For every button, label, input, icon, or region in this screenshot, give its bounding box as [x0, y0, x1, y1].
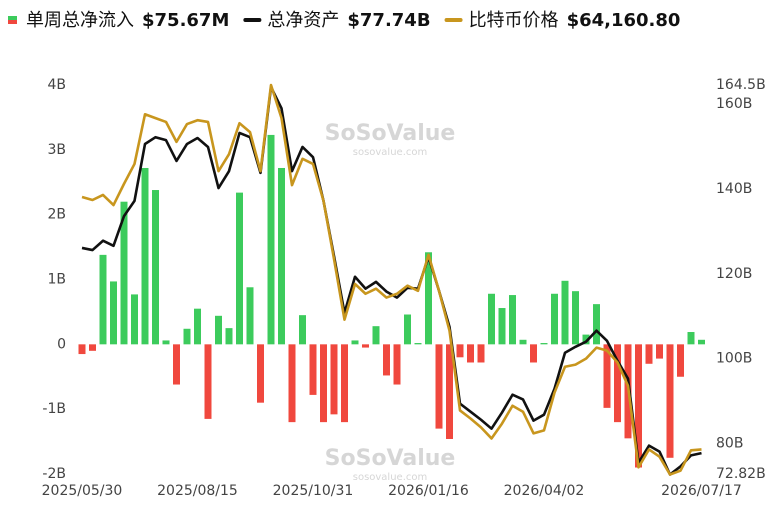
- bar: [498, 308, 506, 345]
- bar: [666, 344, 674, 458]
- bar: [582, 334, 590, 345]
- bar: [530, 344, 537, 363]
- bar: [288, 344, 296, 423]
- y2-tick-label: 120B: [716, 266, 752, 282]
- bar: [320, 344, 327, 423]
- y2-tick-label: 72.82B: [716, 466, 766, 482]
- bar: [614, 344, 621, 423]
- bar: [110, 281, 117, 345]
- bar: [246, 287, 254, 345]
- bar: [540, 343, 548, 345]
- bar: [698, 339, 705, 345]
- bar: [645, 344, 653, 364]
- x-tick-label: 2025/08/15: [157, 483, 238, 499]
- x-tick-label: 2025/05/30: [42, 483, 123, 499]
- line: [81, 83, 702, 476]
- bar: [278, 167, 285, 345]
- bar: [425, 252, 432, 345]
- watermark: SoSoValue: [325, 121, 456, 146]
- bar: [225, 328, 233, 345]
- y-tick-label: -2B: [42, 466, 66, 482]
- bar: [141, 167, 149, 345]
- bar: [509, 295, 516, 345]
- bar: [362, 344, 369, 348]
- watermark: SoSoValue: [325, 446, 456, 471]
- x-tick-label: 2026/07/17: [661, 483, 742, 499]
- y2-tick-label: 164.5B: [716, 77, 766, 93]
- bar: [372, 326, 380, 345]
- bar: [120, 201, 128, 345]
- bar: [257, 344, 264, 403]
- x-tick-label: 2025/10/31: [273, 483, 354, 499]
- bar: [677, 344, 684, 377]
- watermark: sosovalue.com: [353, 472, 428, 483]
- legend-label: 单周总净流入: [26, 10, 134, 31]
- bar: [687, 332, 695, 345]
- bar: [99, 254, 107, 345]
- legend-icon: [8, 16, 17, 20]
- bar: [519, 339, 527, 345]
- bar: [78, 344, 86, 355]
- y-tick-label: 4B: [47, 77, 66, 93]
- bar: [194, 308, 201, 345]
- watermark: sosovalue.com: [353, 147, 428, 158]
- y-tick-label: 1B: [47, 272, 66, 288]
- bar: [236, 192, 243, 345]
- bar: [341, 344, 348, 423]
- bar: [467, 344, 474, 363]
- bar: [183, 328, 191, 345]
- bar: [561, 280, 569, 345]
- bar: [456, 344, 464, 358]
- y-tick-label: 3B: [47, 142, 66, 158]
- y-tick-label: 2B: [47, 207, 66, 223]
- bar: [635, 344, 642, 468]
- bar: [383, 344, 390, 376]
- legend-value: $77.74B: [347, 10, 430, 31]
- bar: [477, 344, 485, 363]
- bar: [351, 340, 359, 345]
- bar: [215, 315, 222, 345]
- legend-value: $75.67M: [142, 10, 229, 31]
- legend-icon: [8, 20, 17, 24]
- bar: [152, 190, 159, 345]
- bar: [309, 344, 317, 395]
- bar: [551, 293, 558, 345]
- bar: [89, 344, 96, 351]
- bar: [404, 314, 411, 345]
- y2-tick-label: 140B: [716, 181, 752, 197]
- bar: [204, 344, 212, 419]
- bar: [162, 340, 170, 345]
- bar: [414, 343, 422, 345]
- bar: [299, 315, 306, 345]
- bar: [173, 344, 180, 385]
- bar: [488, 293, 495, 345]
- x-tick-label: 2026/04/02: [504, 483, 585, 499]
- legend-label: 比特币价格: [469, 10, 559, 31]
- x-tick-label: 2026/01/16: [388, 483, 469, 499]
- bar: [131, 294, 138, 345]
- y2-tick-label: 160B: [716, 96, 752, 112]
- bar: [593, 304, 600, 345]
- bar: [603, 344, 611, 408]
- bar: [572, 291, 579, 345]
- y2-tick-label: 100B: [716, 351, 752, 367]
- bar: [435, 344, 443, 429]
- bar: [267, 134, 275, 345]
- y-tick-label: -1B: [42, 401, 66, 417]
- y2-tick-label: 80B: [716, 436, 743, 452]
- legend-value: $64,160.80: [567, 10, 681, 31]
- bar: [393, 344, 401, 385]
- bar: [656, 344, 663, 359]
- bar: [330, 344, 338, 415]
- legend-label: 总净资产: [267, 10, 339, 31]
- y-tick-label: 0: [57, 336, 66, 352]
- bar: [446, 344, 453, 439]
